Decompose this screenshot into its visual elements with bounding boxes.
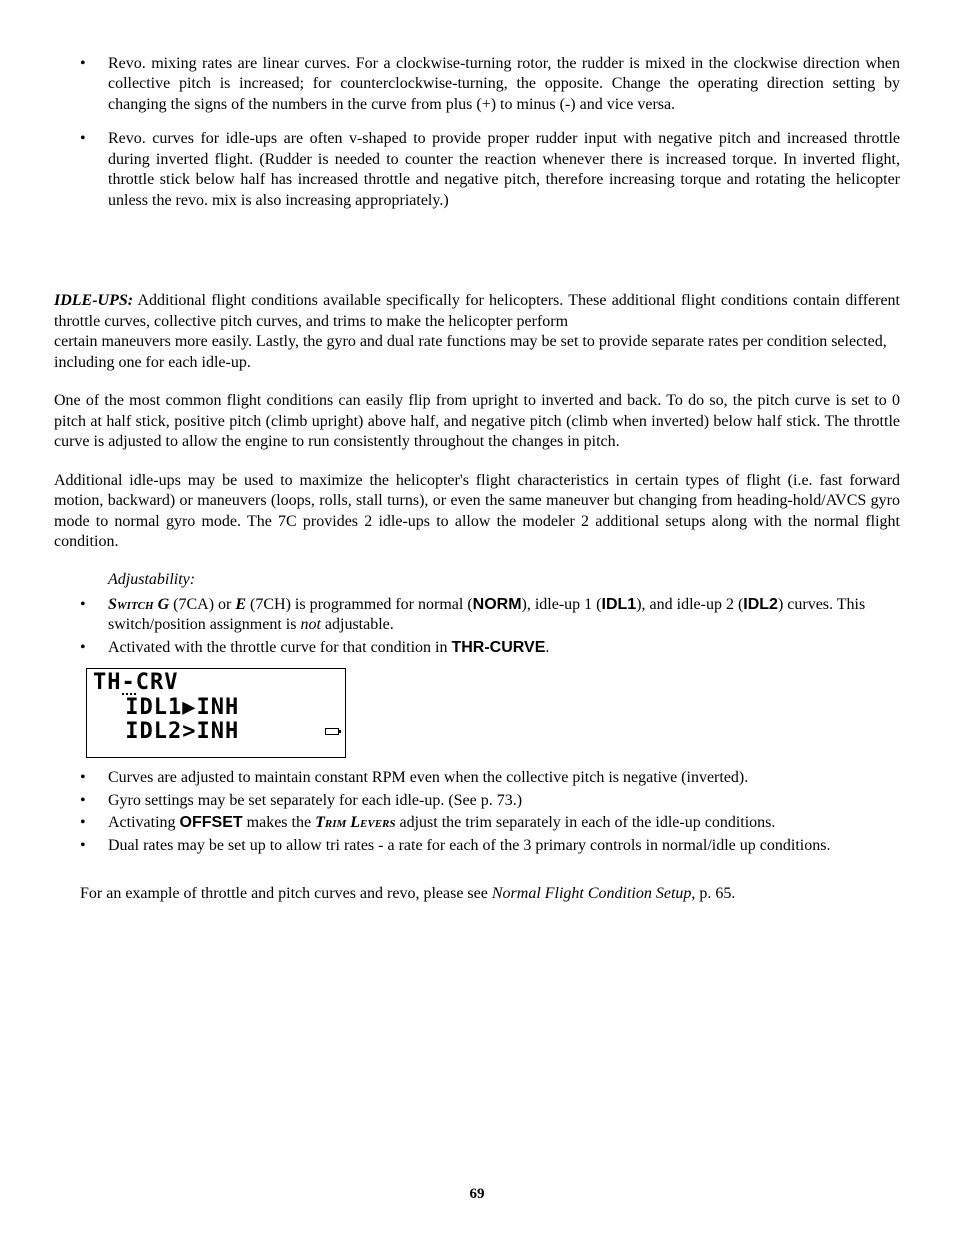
- idle-ups-p1a: Additional flight conditions available s…: [54, 292, 900, 329]
- lcd-line-3: IDL2>INH: [111, 720, 339, 744]
- txt: makes the: [243, 814, 315, 831]
- txt: Activated with the throttle curve for th…: [108, 639, 451, 656]
- idle-ups-p3: Additional idle-ups may be used to maxim…: [54, 471, 900, 553]
- offset-label: OFFSET: [180, 814, 243, 831]
- battery-icon: [325, 728, 339, 735]
- trim-levers: Trim Levers: [315, 814, 395, 831]
- idl2-label: IDL2: [743, 596, 778, 613]
- txt: For an example of throttle and pitch cur…: [80, 885, 492, 902]
- idle-ups-p1: IDLE-UPS: Additional flight conditions a…: [54, 291, 900, 332]
- idle-ups-label: IDLE-UPS:: [54, 292, 133, 309]
- adj-bullet-offset: Activating OFFSET makes the Trim Levers …: [68, 813, 900, 833]
- adj-bullet-switch: Switch G (7CA) or E (7CH) is programmed …: [68, 595, 900, 636]
- lcd-line-2: IDL1▶INH: [111, 696, 339, 720]
- txt: adjustable.: [321, 616, 394, 633]
- switch-g: Switch G: [108, 596, 169, 613]
- adjustability-bullets-1: Switch G (7CA) or E (7CH) is programmed …: [54, 595, 900, 658]
- txt: (7CA) or: [169, 596, 235, 613]
- txt: ), idle-up 1 (: [522, 596, 602, 613]
- adjustability-heading: Adjustability:: [108, 570, 900, 590]
- lcd-line-1: TH-CRV: [93, 671, 339, 695]
- txt: TH: [93, 670, 122, 695]
- spacer: [54, 225, 900, 291]
- thr-curve-label: THR-CURVE: [451, 639, 545, 656]
- idl1-label: IDL1: [602, 596, 637, 613]
- txt: CRV: [136, 670, 179, 695]
- lcd-display: TH-CRV IDL1▶INH IDL2>INH: [86, 668, 346, 758]
- top-bullets: Revo. mixing rates are linear curves. Fo…: [54, 54, 900, 211]
- page-number: 69: [0, 1186, 954, 1203]
- txt: , p. 65.: [691, 885, 735, 902]
- adjustability-bullets-2: Curves are adjusted to maintain constant…: [54, 768, 900, 856]
- txt: adjust the trim separately in each of th…: [396, 814, 776, 831]
- ref-title: Normal Flight Condition Setup: [492, 885, 692, 902]
- txt: ), and idle-up 2 (: [636, 596, 743, 613]
- txt: Activating: [108, 814, 180, 831]
- adj-bullet-gyro: Gyro settings may be set separately for …: [68, 791, 900, 811]
- lcd-dash: -: [122, 674, 136, 695]
- footer-reference: For an example of throttle and pitch cur…: [80, 884, 900, 904]
- txt: .: [545, 639, 549, 656]
- adj-bullet-activated: Activated with the throttle curve for th…: [68, 638, 900, 658]
- adj-bullet-dual-rates: Dual rates may be set up to allow tri ra…: [68, 836, 900, 856]
- norm-label: NORM: [473, 596, 522, 613]
- idle-ups-p1b: certain maneuvers more easily. Lastly, t…: [54, 332, 900, 373]
- page: Revo. mixing rates are linear curves. Fo…: [0, 0, 954, 1235]
- bullet-revo-vshape: Revo. curves for idle-ups are often v-sh…: [68, 129, 900, 211]
- adj-bullet-curves: Curves are adjusted to maintain constant…: [68, 768, 900, 788]
- bullet-revo-linear: Revo. mixing rates are linear curves. Fo…: [68, 54, 900, 115]
- idle-ups-p2: One of the most common flight conditions…: [54, 391, 900, 452]
- switch-e: E: [235, 596, 246, 613]
- not-word: not: [300, 616, 320, 633]
- txt: (7CH) is programmed for normal (: [246, 596, 473, 613]
